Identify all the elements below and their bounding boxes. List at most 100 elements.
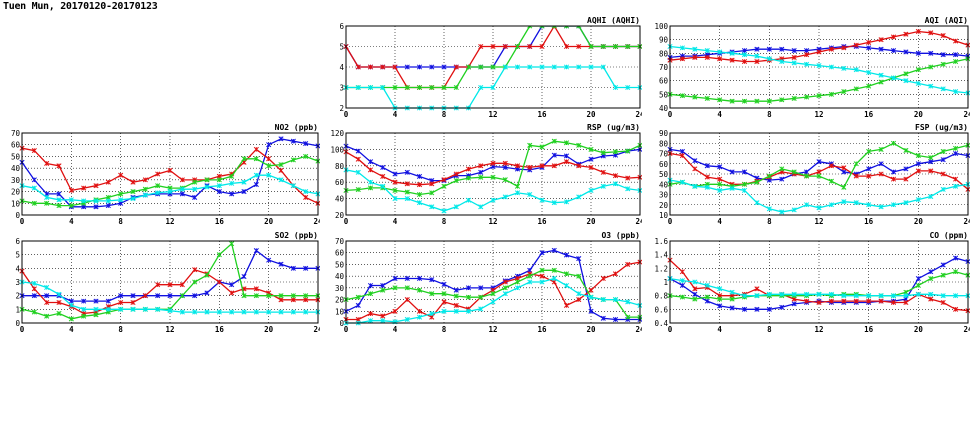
data-point (625, 175, 631, 181)
x-tick-label: 8 (767, 110, 772, 119)
y-tick-label: 10 (335, 307, 345, 316)
y-tick-label: 50 (659, 170, 669, 179)
x-tick-label: 0 (344, 217, 349, 226)
data-point (915, 80, 921, 86)
data-point (717, 181, 723, 187)
data-point (588, 156, 594, 162)
data-point (539, 64, 545, 70)
x-tick-label: 8 (442, 110, 447, 119)
data-point (192, 267, 198, 273)
data-point (576, 163, 582, 169)
data-point (392, 308, 398, 314)
data-point (31, 309, 37, 315)
y-tick-label: 6 (339, 22, 344, 31)
data-point (81, 198, 87, 204)
x-tick-label: 24 (313, 217, 320, 226)
data-point (692, 286, 698, 292)
y-tick-label: 30 (11, 176, 21, 185)
x-tick-label: 4 (717, 110, 722, 119)
data-point (953, 183, 959, 189)
data-point (588, 308, 594, 314)
data-point (539, 250, 545, 256)
data-point (179, 177, 185, 183)
x-tick-label: 16 (864, 325, 874, 334)
data-point (791, 48, 797, 54)
page-title: Tuen Mun, 20170120-20170123 (3, 1, 158, 12)
data-point (453, 302, 459, 308)
data-point (679, 148, 685, 155)
data-point (779, 58, 785, 65)
plot-frame (669, 132, 969, 216)
data-point (130, 189, 136, 195)
data-point (253, 286, 259, 292)
data-point (539, 197, 545, 203)
data-point (940, 186, 946, 192)
x-tick-label: 20 (586, 110, 596, 119)
data-point (429, 291, 435, 297)
data-point (278, 162, 284, 168)
data-point (266, 163, 272, 169)
data-point (416, 191, 423, 198)
data-point (940, 299, 946, 306)
y-tick-label: 50 (11, 152, 21, 161)
data-point (940, 157, 946, 163)
x-tick-label: 20 (264, 325, 274, 334)
y-tick-label: 4 (15, 264, 20, 273)
data-point (490, 291, 496, 297)
data-point (953, 176, 959, 182)
data-point (355, 156, 361, 162)
y-tick-label: 60 (659, 160, 669, 169)
data-point (551, 275, 557, 282)
data-point (612, 297, 619, 303)
data-point (514, 183, 521, 189)
data-point (142, 192, 148, 198)
data-point (56, 163, 62, 169)
data-point (704, 48, 710, 54)
data-point (600, 150, 606, 156)
data-point (878, 161, 884, 167)
data-point (367, 84, 374, 91)
x-tick-label: 4 (393, 217, 398, 226)
data-point (81, 313, 87, 319)
data-point (729, 296, 735, 302)
data-point (167, 189, 173, 195)
chart-title: CO (ppm) (929, 231, 968, 240)
data-point (563, 159, 570, 165)
data-point (367, 167, 374, 173)
data-point (588, 146, 594, 152)
data-point (93, 298, 99, 304)
data-point (816, 205, 822, 211)
data-point (167, 282, 173, 288)
data-point (625, 186, 631, 192)
data-point (612, 173, 619, 179)
data-point (380, 173, 386, 180)
data-point (130, 196, 136, 202)
data-point (915, 161, 921, 167)
data-point (31, 185, 37, 191)
data-point (625, 299, 631, 305)
data-point (915, 291, 921, 297)
y-tick-label: 100 (330, 145, 344, 154)
y-tick-label: 60 (659, 77, 669, 86)
x-tick-label: 20 (586, 217, 596, 226)
data-point (514, 43, 521, 50)
chart-title: NO2 (ppb) (275, 123, 318, 132)
data-point (514, 279, 521, 285)
data-point (68, 187, 74, 193)
data-point (441, 84, 447, 91)
x-tick-label: 24 (635, 217, 642, 226)
plot-frame (345, 240, 641, 324)
data-point (903, 49, 909, 55)
y-tick-label: 0 (339, 319, 344, 328)
data-point (729, 169, 735, 175)
data-point (502, 164, 508, 170)
data-point (44, 284, 50, 291)
x-tick-label: 0 (344, 110, 349, 119)
data-point (216, 252, 222, 258)
data-point (915, 28, 921, 35)
data-point (380, 287, 386, 293)
data-point (600, 169, 606, 175)
data-point (692, 54, 698, 60)
data-point (915, 276, 921, 282)
data-point (741, 306, 748, 312)
